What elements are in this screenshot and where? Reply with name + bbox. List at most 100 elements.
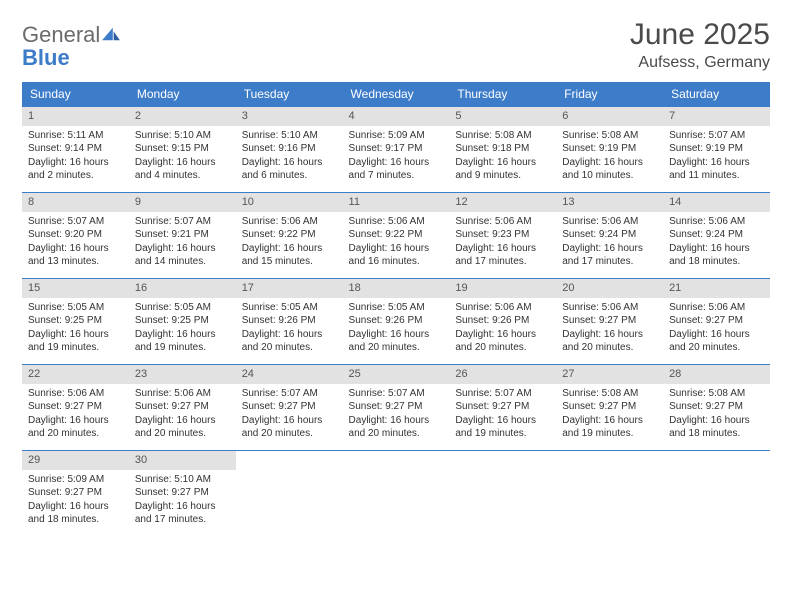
day-number: 14 [663, 193, 770, 212]
day-details: Sunrise: 5:05 AMSunset: 9:25 PMDaylight:… [22, 298, 129, 361]
calendar-day-cell: 26Sunrise: 5:07 AMSunset: 9:27 PMDayligh… [449, 365, 556, 451]
daylight-text-1: Daylight: 16 hours [242, 414, 337, 428]
day-number: 17 [236, 279, 343, 298]
weekday-sunday: Sunday [22, 82, 129, 107]
sunset-text: Sunset: 9:27 PM [349, 400, 444, 414]
daylight-text-2: and 19 minutes. [562, 427, 657, 441]
daylight-text-1: Daylight: 16 hours [28, 500, 123, 514]
daylight-text-1: Daylight: 16 hours [455, 242, 550, 256]
day-details: Sunrise: 5:05 AMSunset: 9:25 PMDaylight:… [129, 298, 236, 361]
day-details: Sunrise: 5:10 AMSunset: 9:16 PMDaylight:… [236, 126, 343, 189]
daylight-text-1: Daylight: 16 hours [135, 500, 230, 514]
sunset-text: Sunset: 9:24 PM [562, 228, 657, 242]
daylight-text-2: and 14 minutes. [135, 255, 230, 269]
daylight-text-1: Daylight: 16 hours [562, 242, 657, 256]
calendar-day-cell: 19Sunrise: 5:06 AMSunset: 9:26 PMDayligh… [449, 279, 556, 365]
day-number: 7 [663, 107, 770, 126]
day-details: Sunrise: 5:06 AMSunset: 9:23 PMDaylight:… [449, 212, 556, 275]
calendar-table: Sunday Monday Tuesday Wednesday Thursday… [22, 82, 770, 537]
day-number: 2 [129, 107, 236, 126]
day-number: 21 [663, 279, 770, 298]
day-number: 3 [236, 107, 343, 126]
weekday-friday: Friday [556, 82, 663, 107]
day-details: Sunrise: 5:06 AMSunset: 9:27 PMDaylight:… [22, 384, 129, 447]
sunrise-text: Sunrise: 5:10 AM [135, 473, 230, 487]
calendar-day-cell: 15Sunrise: 5:05 AMSunset: 9:25 PMDayligh… [22, 279, 129, 365]
daylight-text-1: Daylight: 16 hours [349, 156, 444, 170]
day-details: Sunrise: 5:09 AMSunset: 9:17 PMDaylight:… [343, 126, 450, 189]
calendar-day-cell: 7Sunrise: 5:07 AMSunset: 9:19 PMDaylight… [663, 107, 770, 193]
day-number: 16 [129, 279, 236, 298]
day-details: Sunrise: 5:07 AMSunset: 9:27 PMDaylight:… [236, 384, 343, 447]
sunrise-text: Sunrise: 5:06 AM [669, 301, 764, 315]
calendar-day-cell: 30Sunrise: 5:10 AMSunset: 9:27 PMDayligh… [129, 451, 236, 537]
daylight-text-1: Daylight: 16 hours [349, 414, 444, 428]
sunrise-text: Sunrise: 5:06 AM [349, 215, 444, 229]
daylight-text-2: and 9 minutes. [455, 169, 550, 183]
sunset-text: Sunset: 9:25 PM [28, 314, 123, 328]
day-details: Sunrise: 5:10 AMSunset: 9:15 PMDaylight:… [129, 126, 236, 189]
day-details: Sunrise: 5:07 AMSunset: 9:20 PMDaylight:… [22, 212, 129, 275]
daylight-text-1: Daylight: 16 hours [242, 328, 337, 342]
sunset-text: Sunset: 9:20 PM [28, 228, 123, 242]
daylight-text-1: Daylight: 16 hours [669, 414, 764, 428]
calendar-day-cell: 4Sunrise: 5:09 AMSunset: 9:17 PMDaylight… [343, 107, 450, 193]
calendar-day-cell [449, 451, 556, 537]
calendar-day-cell: 23Sunrise: 5:06 AMSunset: 9:27 PMDayligh… [129, 365, 236, 451]
daylight-text-2: and 17 minutes. [455, 255, 550, 269]
calendar-week-row: 15Sunrise: 5:05 AMSunset: 9:25 PMDayligh… [22, 279, 770, 365]
sunset-text: Sunset: 9:27 PM [669, 400, 764, 414]
calendar-day-cell: 12Sunrise: 5:06 AMSunset: 9:23 PMDayligh… [449, 193, 556, 279]
day-details: Sunrise: 5:11 AMSunset: 9:14 PMDaylight:… [22, 126, 129, 189]
sunset-text: Sunset: 9:18 PM [455, 142, 550, 156]
sunset-text: Sunset: 9:16 PM [242, 142, 337, 156]
day-number: 15 [22, 279, 129, 298]
sunset-text: Sunset: 9:17 PM [349, 142, 444, 156]
daylight-text-2: and 20 minutes. [455, 341, 550, 355]
sunrise-text: Sunrise: 5:07 AM [669, 129, 764, 143]
day-details: Sunrise: 5:07 AMSunset: 9:27 PMDaylight:… [343, 384, 450, 447]
calendar-day-cell: 8Sunrise: 5:07 AMSunset: 9:20 PMDaylight… [22, 193, 129, 279]
day-number: 29 [22, 451, 129, 470]
sunrise-text: Sunrise: 5:06 AM [135, 387, 230, 401]
day-number: 6 [556, 107, 663, 126]
daylight-text-1: Daylight: 16 hours [135, 414, 230, 428]
daylight-text-2: and 19 minutes. [135, 341, 230, 355]
calendar-day-cell: 27Sunrise: 5:08 AMSunset: 9:27 PMDayligh… [556, 365, 663, 451]
day-number: 23 [129, 365, 236, 384]
day-details: Sunrise: 5:06 AMSunset: 9:22 PMDaylight:… [343, 212, 450, 275]
sunrise-text: Sunrise: 5:06 AM [455, 301, 550, 315]
logo: General Blue [22, 24, 122, 70]
daylight-text-2: and 20 minutes. [669, 341, 764, 355]
calendar-day-cell: 20Sunrise: 5:06 AMSunset: 9:27 PMDayligh… [556, 279, 663, 365]
daylight-text-1: Daylight: 16 hours [135, 242, 230, 256]
calendar-day-cell: 16Sunrise: 5:05 AMSunset: 9:25 PMDayligh… [129, 279, 236, 365]
daylight-text-2: and 20 minutes. [242, 341, 337, 355]
calendar-day-cell [343, 451, 450, 537]
calendar-day-cell: 17Sunrise: 5:05 AMSunset: 9:26 PMDayligh… [236, 279, 343, 365]
daylight-text-1: Daylight: 16 hours [242, 242, 337, 256]
day-details: Sunrise: 5:08 AMSunset: 9:27 PMDaylight:… [663, 384, 770, 447]
day-number: 22 [22, 365, 129, 384]
sunset-text: Sunset: 9:27 PM [455, 400, 550, 414]
daylight-text-2: and 20 minutes. [349, 427, 444, 441]
daylight-text-1: Daylight: 16 hours [28, 156, 123, 170]
day-number: 5 [449, 107, 556, 126]
sunrise-text: Sunrise: 5:06 AM [669, 215, 764, 229]
day-details: Sunrise: 5:06 AMSunset: 9:27 PMDaylight:… [129, 384, 236, 447]
sunrise-text: Sunrise: 5:08 AM [455, 129, 550, 143]
daylight-text-2: and 18 minutes. [669, 427, 764, 441]
sunrise-text: Sunrise: 5:06 AM [28, 387, 123, 401]
day-number: 4 [343, 107, 450, 126]
day-details: Sunrise: 5:06 AMSunset: 9:24 PMDaylight:… [663, 212, 770, 275]
day-number: 27 [556, 365, 663, 384]
day-details: Sunrise: 5:10 AMSunset: 9:27 PMDaylight:… [129, 470, 236, 533]
day-details: Sunrise: 5:06 AMSunset: 9:24 PMDaylight:… [556, 212, 663, 275]
day-details: Sunrise: 5:05 AMSunset: 9:26 PMDaylight:… [343, 298, 450, 361]
daylight-text-2: and 19 minutes. [455, 427, 550, 441]
sunset-text: Sunset: 9:15 PM [135, 142, 230, 156]
calendar-week-row: 8Sunrise: 5:07 AMSunset: 9:20 PMDaylight… [22, 193, 770, 279]
weekday-wednesday: Wednesday [343, 82, 450, 107]
sunset-text: Sunset: 9:27 PM [562, 314, 657, 328]
day-number: 24 [236, 365, 343, 384]
